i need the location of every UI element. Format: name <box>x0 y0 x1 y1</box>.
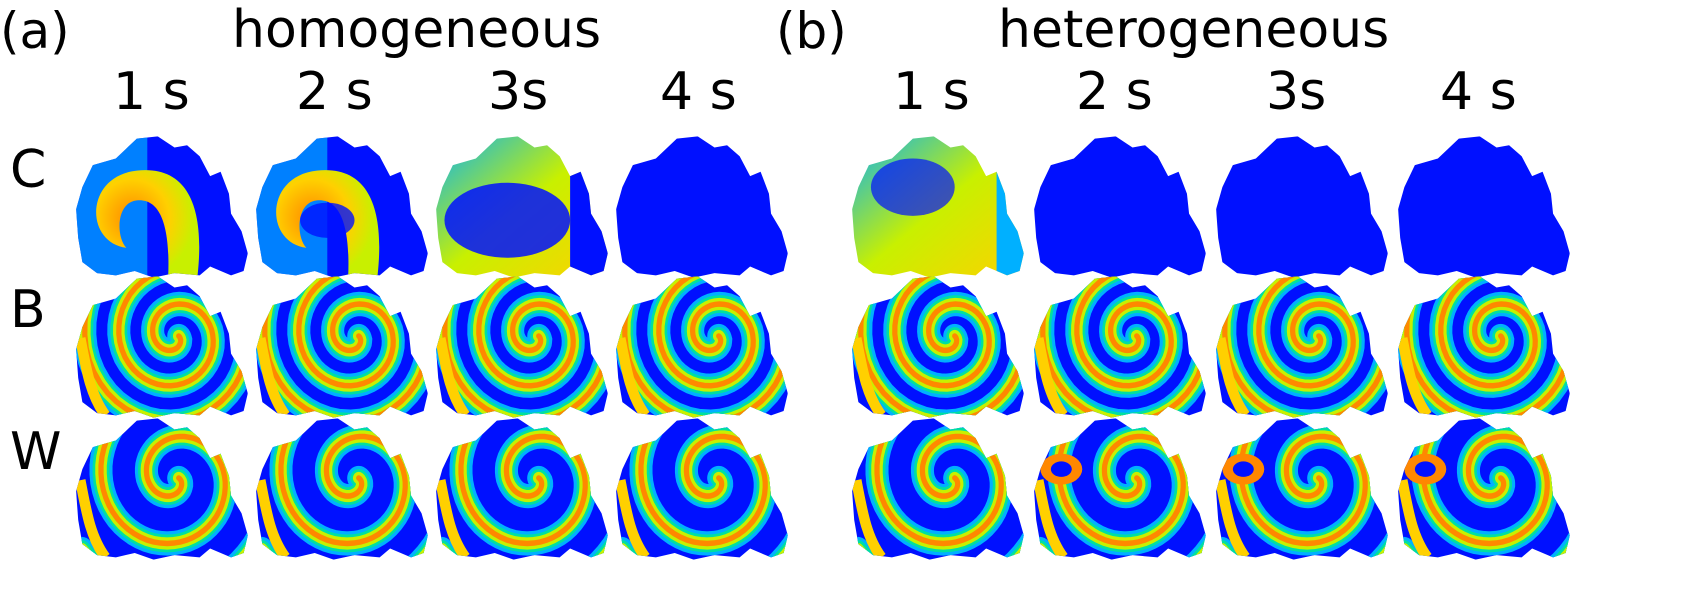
tile-r0-c5 <box>1032 132 1210 282</box>
tile-r1-c1 <box>254 272 432 422</box>
tile-r2-c3 <box>614 414 792 564</box>
tile-r1-c6 <box>1214 272 1392 422</box>
row-label-c: C <box>10 140 47 200</box>
time-label-b-3: 3s <box>1266 62 1327 122</box>
tile-r2-c2 <box>434 414 612 564</box>
tile-r2-c0 <box>74 414 252 564</box>
time-label-b-4: 4 s <box>1440 62 1517 122</box>
tile-r0-c3 <box>614 132 792 282</box>
tile-r1-c5 <box>1032 272 1210 422</box>
row-label-b: B <box>10 280 46 340</box>
panel-b-label: (b) <box>776 2 847 60</box>
panel-b-title: heterogeneous <box>998 0 1390 60</box>
tile-r2-c7 <box>1396 414 1574 564</box>
tile-r1-c2 <box>434 272 612 422</box>
time-label-a-4: 4 s <box>660 62 737 122</box>
tile-r0-c6 <box>1214 132 1392 282</box>
time-label-b-2: 2 s <box>1076 62 1153 122</box>
tile-r2-c5 <box>1032 414 1210 564</box>
tile-r2-c1 <box>254 414 432 564</box>
time-label-a-2: 2 s <box>296 62 373 122</box>
tile-r0-c7 <box>1396 132 1574 282</box>
time-label-a-3: 3s <box>488 62 549 122</box>
tile-r1-c3 <box>614 272 792 422</box>
time-label-a-1: 1 s <box>113 62 190 122</box>
row-label-w: W <box>10 422 62 482</box>
panel-a-label: (a) <box>0 2 70 60</box>
tile-r2-c4 <box>850 414 1028 564</box>
tile-r0-c2 <box>434 132 612 282</box>
tile-r0-c1 <box>254 132 432 282</box>
tile-r0-c0 <box>74 132 252 282</box>
tile-r0-c4 <box>850 132 1028 282</box>
panel-a-title: homogeneous <box>232 0 602 60</box>
tile-r2-c6 <box>1214 414 1392 564</box>
tile-r1-c7 <box>1396 272 1574 422</box>
tile-r1-c4 <box>850 272 1028 422</box>
time-label-b-1: 1 s <box>893 62 970 122</box>
tile-r1-c0 <box>74 272 252 422</box>
